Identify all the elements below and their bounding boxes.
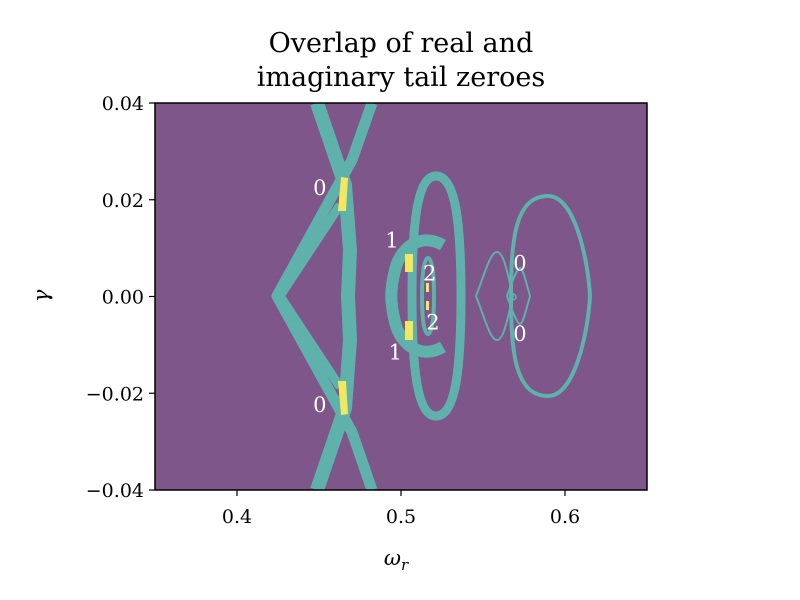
x-tick-label: 0.6 xyxy=(550,506,580,528)
overlap-patch xyxy=(426,283,429,292)
y-tick-label: −0.02 xyxy=(86,383,144,405)
y-tick-label: −0.04 xyxy=(86,480,144,502)
plot-background xyxy=(155,103,647,490)
x-tick-label: 0.5 xyxy=(386,506,416,528)
overlap-patch xyxy=(405,254,413,272)
annotation-label: 2 xyxy=(426,311,439,335)
y-tick-label: 0.02 xyxy=(102,190,144,212)
y-axis-label: γ xyxy=(29,289,53,302)
overlap-patch xyxy=(405,321,413,340)
zero-loop-right-inner xyxy=(474,250,515,342)
y-axis-ticks: 0.04 0.02 0.00 −0.02 −0.04 xyxy=(86,93,155,502)
annotation-label: 2 xyxy=(423,261,436,285)
zero-loop-right-inner-2 xyxy=(505,266,532,326)
annotation-label: 0 xyxy=(513,252,526,276)
overlap-patch xyxy=(338,177,348,211)
annotation-label: 0 xyxy=(313,393,326,417)
chart-title-line-2: imaginary tail zeroes xyxy=(257,62,545,93)
chart-title-line-1: Overlap of real and xyxy=(269,28,534,59)
x-axis-label: ωr xyxy=(384,546,409,574)
overlap-patch xyxy=(338,381,348,415)
y-tick-label: 0.00 xyxy=(102,287,144,309)
annotation-label: 1 xyxy=(389,341,402,365)
zero-loop-right xyxy=(508,193,593,399)
zero-band-v xyxy=(275,202,344,390)
zero-regions xyxy=(271,103,593,490)
annotation-label: 0 xyxy=(513,322,526,346)
annotation-label: 1 xyxy=(385,228,398,252)
zero-dot-right xyxy=(509,293,517,301)
zero-loop-middle xyxy=(407,171,466,421)
x-axis-ticks: 0.4 0.5 0.6 xyxy=(222,490,580,528)
zero-c-shape xyxy=(385,234,446,358)
annotation-label: 0 xyxy=(313,176,326,200)
y-tick-label: 0.04 xyxy=(102,93,144,115)
x-tick-label: 0.4 xyxy=(222,506,252,528)
zero-small-loop xyxy=(419,255,437,337)
overlap-patch xyxy=(426,301,429,310)
